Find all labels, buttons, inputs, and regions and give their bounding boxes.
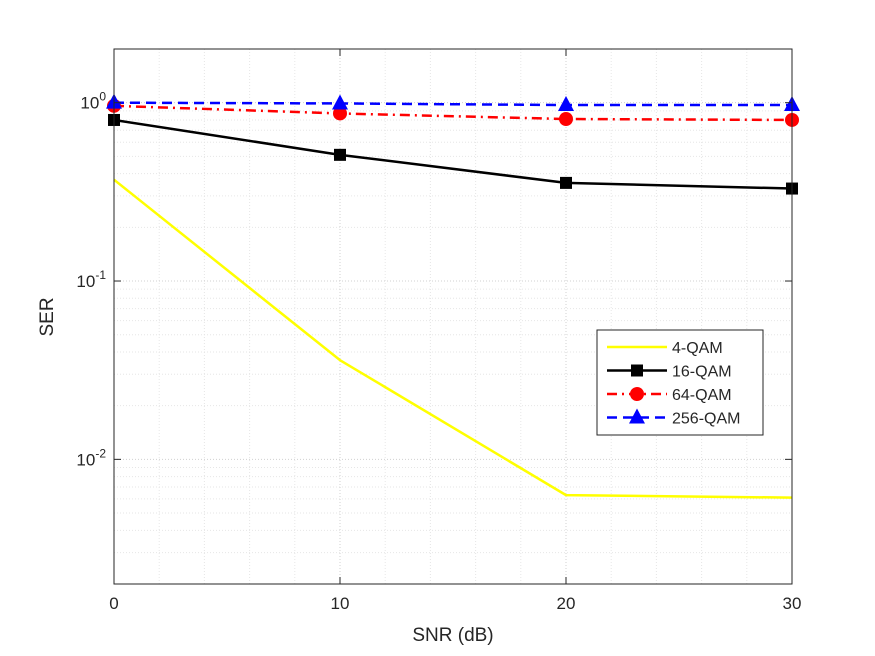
series-layer — [106, 93, 800, 499]
series-line-4-qam — [113, 178, 793, 499]
y-tick-label-exponent: 0 — [99, 90, 106, 104]
y-tick-label: 10-1 — [76, 268, 106, 291]
legend-label-256-qam: 256-QAM — [672, 411, 740, 428]
y-tick-label: 10-2 — [76, 446, 106, 469]
data-point-256-qam — [558, 96, 574, 112]
data-point-64-qam — [559, 112, 573, 127]
series-line-64-qam — [113, 104, 793, 122]
y-tick-label-exponent: -2 — [95, 446, 106, 460]
y-axis-label: SER — [37, 297, 58, 336]
legend-label-16-qam: 16-QAM — [672, 364, 732, 381]
data-point-64-qam — [333, 106, 347, 121]
legend-marker-16-qam — [631, 364, 643, 377]
legend-marker-256-qam — [629, 408, 645, 424]
y-tick-label-base: 10 — [76, 450, 95, 469]
y-tick-label-base: 10 — [80, 94, 99, 113]
y-tick-label-exponent: -1 — [95, 268, 106, 282]
x-tick-label: 10 — [331, 594, 350, 613]
data-point-256-qam — [332, 94, 348, 110]
legend-marker-64-qam — [630, 387, 644, 401]
series-line-16-qam — [113, 118, 793, 190]
axes-background — [114, 49, 792, 584]
legend-label-64-qam: 64-QAM — [672, 387, 732, 404]
axes-frame — [113, 48, 793, 585]
y-tick-label-base: 10 — [76, 272, 95, 291]
x-axis-label: SNR (dB) — [412, 625, 493, 646]
plot-area — [106, 48, 800, 585]
legend: 4-QAM 16-QAM 64-QAM 256-QAM — [596, 329, 764, 436]
x-tick-label: 20 — [557, 594, 576, 613]
series-line-256-qam — [113, 101, 792, 107]
tick-marks — [113, 49, 793, 584]
x-tick-label: 0 — [109, 594, 118, 613]
data-point-16-qam — [560, 176, 572, 189]
legend-label-4-qam: 4-QAM — [672, 340, 723, 357]
x-tick-label: 30 — [783, 594, 802, 613]
y-tick-label: 100 — [80, 90, 106, 113]
data-point-16-qam — [334, 148, 346, 161]
x-tick-labels: 0 10 20 30 — [109, 594, 801, 613]
